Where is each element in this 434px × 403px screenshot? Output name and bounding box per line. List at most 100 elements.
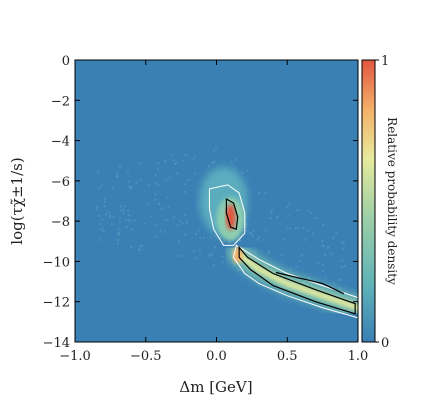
density-scatter-pixel [138,248,141,251]
density-scatter-pixel [327,247,330,250]
density-scatter-pixel [122,212,125,215]
density-scatter-pixel [239,239,242,242]
density-scatter-pixel [237,268,240,271]
density-scatter-pixel [295,265,298,268]
density-tail-core [234,250,358,311]
density-scatter-pixel [167,206,170,209]
density-scatter-pixel [115,175,118,178]
density-scatter-pixel [165,178,168,181]
density-scatter-pixel [254,250,257,253]
density-scatter-pixel [124,219,127,222]
density-scatter-pixel [343,264,346,267]
density-scatter-pixel [245,223,248,226]
density-scatter-pixel [340,265,343,268]
density-scatter-pixel [212,160,215,163]
density-scatter-pixel [198,203,201,206]
x-tick-label: 0.0 [206,349,227,364]
density-scatter-pixel [252,230,255,233]
density-scatter-pixel [101,218,104,221]
density-scatter-pixel [296,209,299,212]
density-scatter-pixel [214,234,217,237]
density-scatter-pixel [289,227,292,230]
density-scatter-pixel [154,192,157,195]
density-scatter-pixel [184,153,187,156]
density-scatter-pixel [339,287,342,290]
density-scatter-pixel [97,171,100,174]
density-scatter-pixel [118,227,121,230]
density-scatter-pixel [181,222,184,225]
density-scatter-pixel [184,191,187,194]
density-scatter-pixel [270,208,273,211]
density-scatter-pixel [326,246,329,249]
density-scatter-pixel [195,232,198,235]
density-scatter-pixel [154,173,157,176]
density-scatter-pixel [166,196,169,199]
x-tick-label: −1.0 [59,349,91,364]
y-tick-label: −4 [51,135,70,150]
density-scatter-pixel [214,246,217,249]
density-scatter-pixel [193,250,196,253]
density-scatter-pixel [109,214,112,217]
density-scatter-pixel [199,236,202,239]
contour-outer-upper [208,184,246,246]
density-scatter-pixel [119,166,122,169]
density-scatter-pixel [128,185,131,188]
density-scatter-pixel [338,279,341,282]
contour-inner-tail [238,245,356,315]
density-scatter-pixel [147,184,150,187]
density-scatter-pixel [213,264,216,267]
density-scatter-pixel [264,229,267,232]
density-scatter-pixel [103,200,106,203]
density-scatter-pixel [193,155,196,158]
density-scatter-pixel [339,278,342,281]
density-scatter-pixel [102,229,105,232]
density-scatter-pixel [153,198,156,201]
density-scatter-pixel [183,213,186,216]
density-scatter-pixel [324,276,327,279]
density-scatter-pixel [180,254,183,257]
density-scatter-pixel [108,211,111,214]
density-scatter-pixel [130,186,133,189]
density-scatter-pixel [139,178,142,181]
density-scatter-pixel [322,223,325,226]
density-scatter-pixel [118,220,121,223]
y-tick-label: 0 [62,54,70,69]
y-tick-label: −14 [43,336,70,351]
x-axis-label: Δm [GeV] [179,378,252,396]
density-scatter-pixel [276,216,279,219]
density-scatter-pixel [112,216,115,219]
density-scatter-pixel [251,234,254,237]
density-scatter-pixel [321,244,324,247]
density-scatter-pixel [176,254,179,257]
density-scatter-pixel [117,242,120,245]
density-scatter-pixel [96,208,99,211]
density-scatter-pixel [157,183,160,186]
density-scatter-pixel [122,208,125,211]
density-scatter-pixel [219,236,222,239]
density-scatter-pixel [193,172,196,175]
x-tick-label: 1.0 [348,349,369,364]
density-scatter-pixel [257,236,260,239]
y-tick-label: −8 [51,215,70,230]
density-scatter-pixel [164,160,167,163]
density-scatter-pixel [117,232,120,235]
density-scatter-pixel [216,236,219,239]
density-scatter-pixel [267,250,270,253]
contour-lines [208,184,358,319]
y-axis-ticks: 0 −2 −4 −6 −8 −10 −12 −14 [43,54,358,351]
colorbar-label: Relative probability density [385,117,399,285]
density-scatter-pixel [269,211,272,214]
density-scatter-pixel [143,222,146,225]
density-scatter-pixel [178,219,181,222]
density-scatter-pixel [139,162,142,165]
density-scatter-pixel [139,245,142,248]
density-scatter-pixel [230,161,233,164]
density-scatter-pixel [147,202,150,205]
density-scatter-pixel [330,253,333,256]
density-peak-core [225,204,236,231]
density-scatter-pixel [160,207,163,210]
density-scatter-pixel [332,236,335,239]
density-scatter-pixel [151,214,154,217]
density-scatter-pixel [157,162,160,165]
density-scatter-pixel [117,238,120,241]
